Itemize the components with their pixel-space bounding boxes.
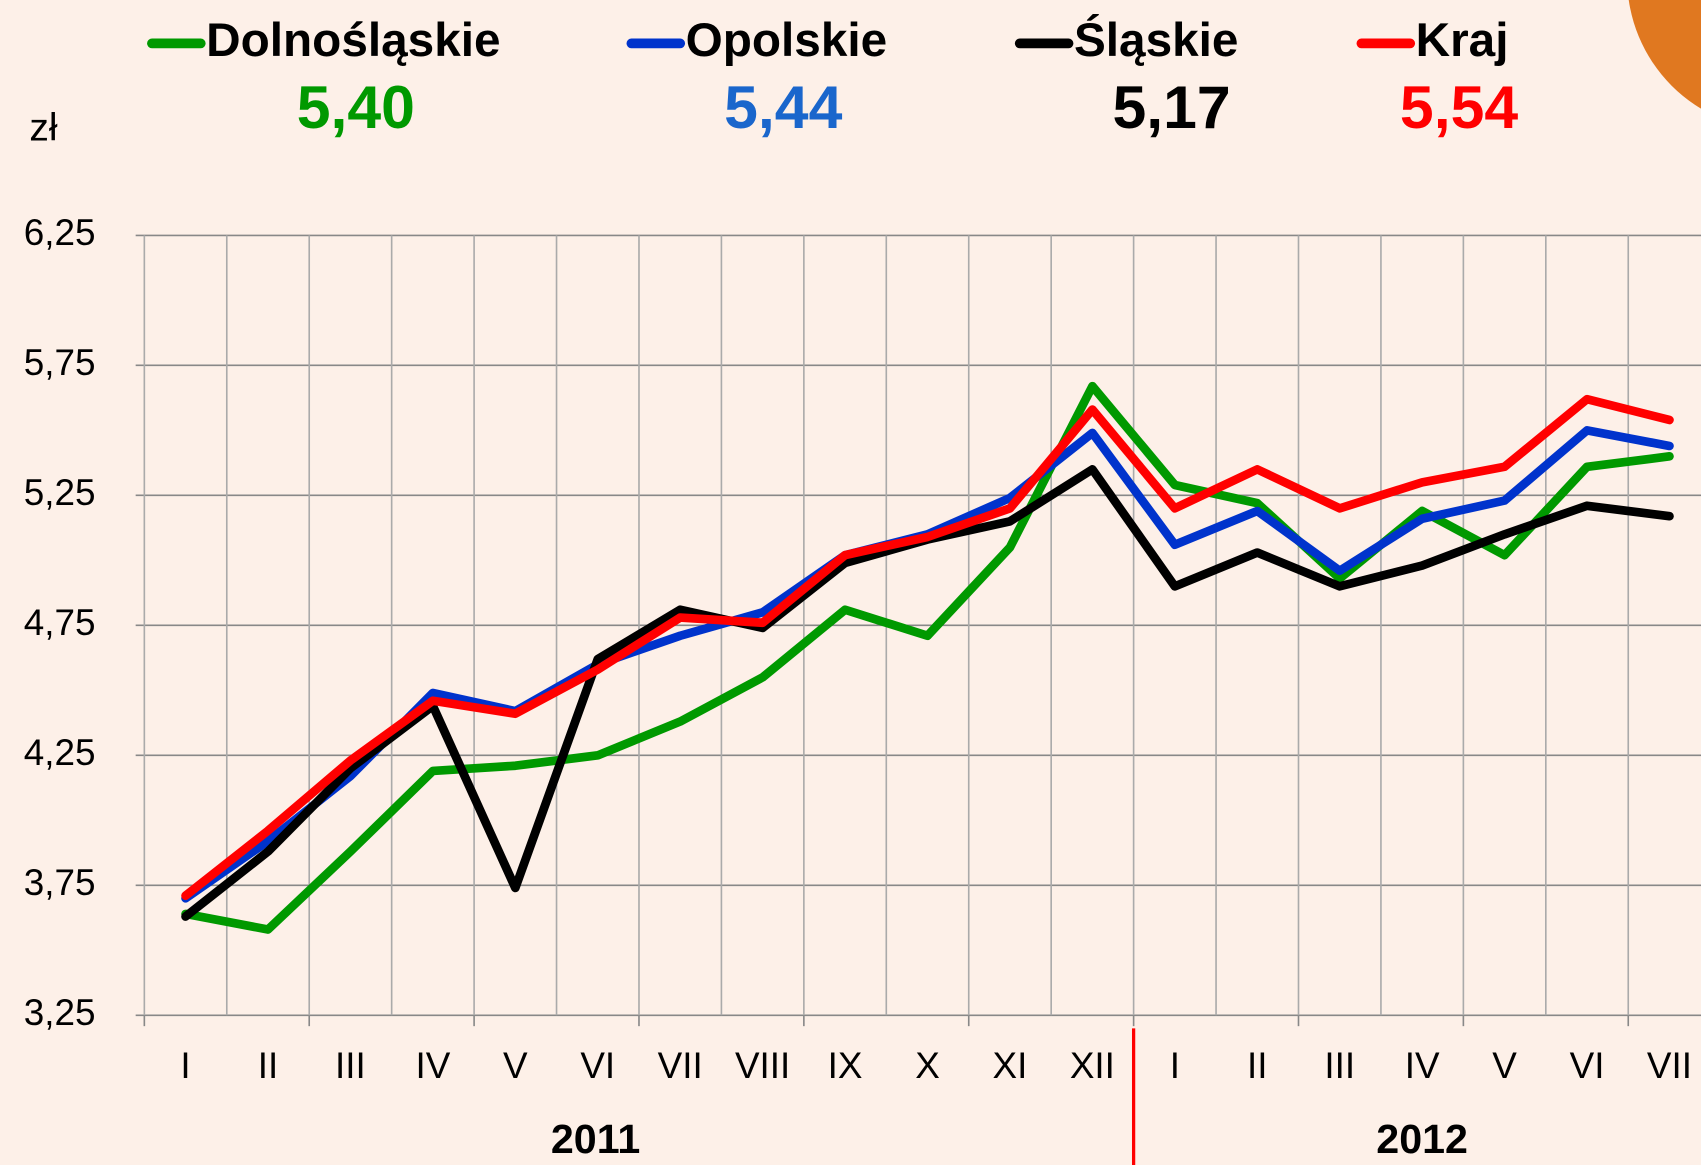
y-tick-label: 4,75 bbox=[24, 602, 96, 643]
latest-value-label: 5,17 bbox=[1112, 73, 1230, 141]
legend-label: Kraj bbox=[1416, 14, 1509, 67]
latest-value-label: 5,54 bbox=[1400, 73, 1518, 141]
legend-label: Śląskie bbox=[1074, 12, 1239, 67]
x-tick-label: IV bbox=[415, 1045, 450, 1086]
x-tick-label: VI bbox=[1570, 1045, 1605, 1086]
series-line bbox=[181, 394, 1674, 901]
y-tick-label: 5,75 bbox=[24, 342, 96, 383]
y-tick-label: 3,25 bbox=[24, 992, 96, 1033]
x-tick-label: II bbox=[258, 1045, 279, 1086]
series-line bbox=[181, 381, 1674, 934]
y-tick-label: 4,25 bbox=[24, 732, 96, 773]
x-tick-label: III bbox=[335, 1045, 366, 1086]
legend-label: Opolskie bbox=[686, 14, 888, 67]
x-tick-label: II bbox=[1247, 1045, 1267, 1086]
x-tick-label: IV bbox=[1405, 1045, 1440, 1086]
latest-value-label: 5,40 bbox=[297, 73, 415, 141]
x-tick-label: XI bbox=[993, 1045, 1028, 1086]
x-tick-label: VII bbox=[1647, 1045, 1692, 1086]
x-tick-label: III bbox=[1324, 1045, 1355, 1086]
y-axis-unit: zł bbox=[29, 106, 58, 149]
legend-label: Dolnośląskie bbox=[206, 14, 500, 67]
x-tick-label: VI bbox=[580, 1045, 615, 1086]
x-group-label: 2012 bbox=[1376, 1116, 1468, 1162]
y-tick-label: 5,25 bbox=[24, 472, 96, 513]
x-tick-label: I bbox=[180, 1045, 190, 1086]
latest-value-label: 5,44 bbox=[724, 73, 842, 141]
x-tick-label: VII bbox=[658, 1045, 703, 1086]
x-tick-label: XII bbox=[1070, 1045, 1115, 1086]
x-tick-label: VIII bbox=[735, 1045, 790, 1086]
x-tick-label: V bbox=[1492, 1045, 1517, 1086]
x-group-label: 2011 bbox=[551, 1116, 640, 1162]
x-tick-label: IX bbox=[828, 1045, 863, 1086]
labels: 3,253,754,254,755,255,756,25I II III IV V VI V… bbox=[24, 12, 1692, 1162]
y-tick-label: 3,75 bbox=[24, 862, 96, 903]
x-tick-label: V bbox=[503, 1045, 528, 1086]
x-tick-label: I bbox=[1170, 1045, 1180, 1086]
plot bbox=[181, 381, 1674, 934]
y-tick-label: 6,25 bbox=[24, 212, 96, 253]
x-tick-label: X bbox=[915, 1045, 940, 1086]
decoration bbox=[1628, 0, 1701, 109]
